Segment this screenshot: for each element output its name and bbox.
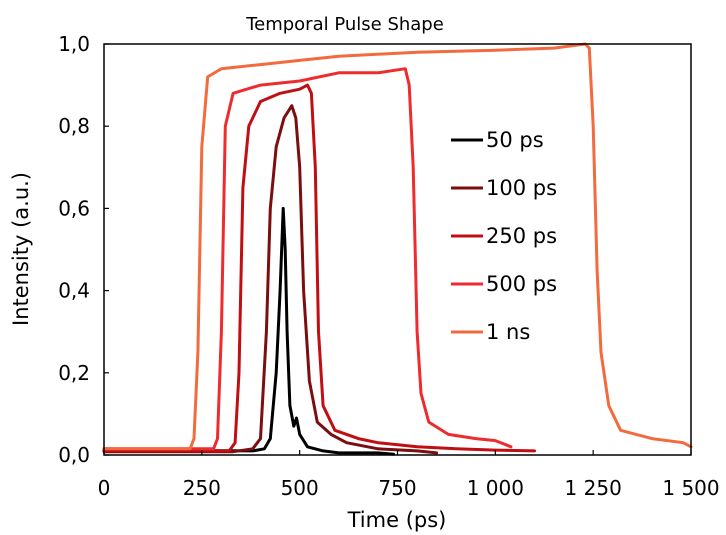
x-tick-label: 0 [98,476,111,500]
series-line-4 [102,67,513,451]
chart-title: Temporal Pulse Shape [245,14,444,35]
legend-label: 50 ps [486,128,544,152]
x-tick-label: 1 000 [467,476,524,500]
y-tick-label: 0,6 [58,196,90,220]
y-tick-label: 0,4 [58,279,90,303]
y-tick-label: 0,0 [58,443,90,467]
x-axis-title: Time (ps) [347,508,447,532]
y-tick-label: 1,0 [58,32,90,56]
legend: 50 ps 100 ps 250 ps 500 ps 1 ns [451,128,557,344]
series-line-2 [102,104,439,455]
x-tick-label: 1 500 [662,476,719,500]
legend-label: 100 ps [486,176,557,200]
x-tick-label: 750 [378,476,416,500]
plot-area: 0 250 500 750 1 000 1 250 1 500 0,00,20,40,60,… [58,32,719,500]
y-axis-ticks: 0,0 0,2 0,4 0,6 0,8 1,0 [58,32,109,467]
legend-label: 250 ps [486,224,557,248]
series-layer [102,42,693,456]
x-axis-ticks: 0 250 500 750 1 000 1 250 1 500 [98,450,720,500]
x-tick-label: 250 [183,476,221,500]
series-line-5 [102,42,693,451]
series-line-3 [102,83,536,453]
x-tick-label: 500 [281,476,319,500]
legend-label: 500 ps [486,272,557,296]
y-tick-label: 0,2 [58,361,90,385]
y-tick-label: 0,8 [58,114,90,138]
series-line-1 [102,206,396,456]
plot-frame [103,43,692,456]
y-axis-title: Intensity (a.u.) [9,172,33,326]
legend-label: 1 ns [486,320,530,344]
x-tick-label: 1 250 [565,476,622,500]
